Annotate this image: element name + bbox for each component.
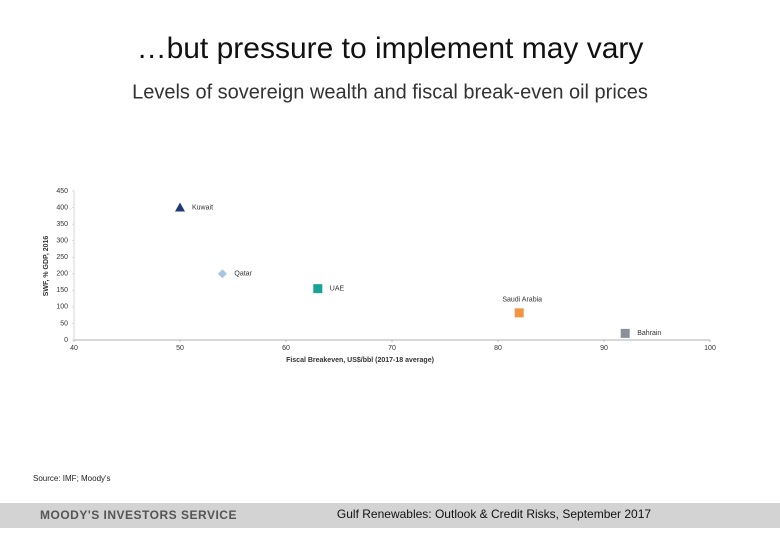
x-tick-label: 80: [494, 345, 502, 352]
y-axis-label: SWF, % GDP, 2016: [43, 236, 50, 297]
y-tick-label: 250: [56, 254, 68, 261]
y-tick-label: 350: [56, 221, 68, 228]
y-tick-label: 450: [56, 188, 68, 195]
y-tick-label: 50: [60, 320, 68, 327]
point-label: Bahrain: [637, 330, 661, 337]
data-point: [217, 269, 227, 279]
data-point: [313, 284, 323, 294]
x-tick-label: 90: [600, 345, 608, 352]
y-tick-label: 0: [64, 337, 68, 344]
x-tick-label: 60: [282, 345, 290, 352]
slide-title: …but pressure to implement may vary: [137, 32, 644, 65]
data-point: [620, 328, 630, 338]
point-label: UAE: [330, 286, 345, 293]
x-tick-label: 40: [70, 345, 78, 352]
y-tick-label: 400: [56, 204, 68, 211]
y-tick-label: 100: [56, 304, 68, 311]
point-label: Qatar: [234, 271, 252, 278]
data-point: [175, 202, 185, 212]
source-note: Source: IMF; Moody's: [33, 474, 111, 483]
x-axis-label: Fiscal Breakeven, US$/bbl (2017-18 avera…: [286, 357, 434, 364]
point-label: Saudi Arabia: [502, 297, 542, 304]
data-point: [514, 308, 524, 318]
x-tick-label: 50: [176, 345, 184, 352]
footer-report: Gulf Renewables: Outlook & Credit Risks,…: [337, 507, 651, 521]
footer-brand: MOODY'S INVESTORS SERVICE: [40, 508, 237, 522]
y-tick-label: 200: [56, 271, 68, 278]
footer-bar: [0, 503, 780, 528]
y-tick-label: 300: [56, 238, 68, 245]
point-label: Kuwait: [192, 204, 213, 211]
y-tick-label: 150: [56, 287, 68, 294]
x-tick-label: 100: [704, 345, 716, 352]
slide-subtitle: Levels of sovereign wealth and fiscal br…: [132, 81, 648, 103]
x-tick-label: 70: [388, 345, 396, 352]
